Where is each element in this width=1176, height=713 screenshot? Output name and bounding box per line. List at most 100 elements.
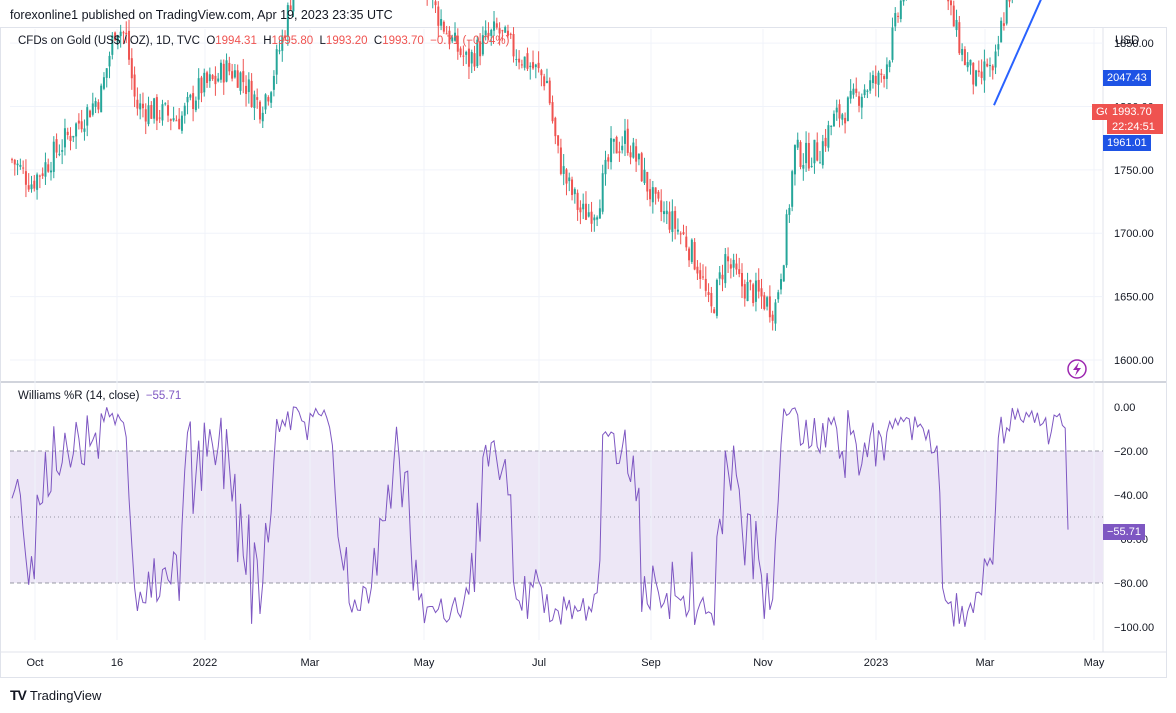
- candle-body: [451, 37, 454, 42]
- candle-body: [484, 30, 487, 36]
- candle-body: [58, 153, 61, 155]
- candle-body: [724, 254, 727, 284]
- last-price-box: [1107, 104, 1163, 134]
- candle-body: [607, 157, 610, 162]
- candle-body: [685, 236, 688, 248]
- candle-body: [526, 53, 529, 69]
- time-tick-label: 2023: [864, 657, 888, 669]
- candle-body: [253, 94, 256, 108]
- candle-body: [771, 314, 774, 321]
- candle-body: [481, 35, 484, 55]
- candle-body: [958, 22, 961, 54]
- publisher-header: forexonline1 published on TradingView.co…: [10, 8, 393, 22]
- candle-body: [863, 89, 866, 96]
- candle-body: [473, 53, 476, 67]
- candle-body: [562, 166, 565, 174]
- candle-body: [267, 97, 270, 102]
- ohlc-low-label: L: [319, 35, 326, 47]
- candle-body: [275, 49, 278, 75]
- candle-body: [245, 85, 248, 94]
- candle-body: [782, 265, 785, 282]
- candle-body: [880, 73, 883, 75]
- time-tick-label: Mar: [301, 657, 320, 669]
- candle-body: [738, 269, 741, 275]
- candle-body: [194, 100, 197, 111]
- candle-body: [582, 203, 585, 210]
- candle-body: [270, 92, 273, 103]
- time-tick-label: Sep: [641, 657, 661, 669]
- williams-tick-label: −40.00: [1114, 490, 1148, 502]
- candle-body: [495, 23, 498, 28]
- candle-body: [258, 101, 261, 120]
- candle-body: [89, 110, 92, 118]
- candle-body: [130, 58, 133, 79]
- ohlc-close-label: C: [373, 35, 383, 47]
- candle-body: [883, 76, 886, 80]
- time-tick-label: May: [1084, 657, 1105, 669]
- candle-body: [635, 146, 638, 162]
- candle-body: [768, 296, 771, 318]
- candle-body: [699, 270, 702, 280]
- williams-value-tag: −55.71: [1103, 524, 1145, 540]
- candle-body: [623, 130, 626, 144]
- lower-line-tag: 1961.01: [1103, 135, 1151, 151]
- candle-body: [217, 78, 220, 82]
- brand-name: TradingView: [29, 687, 102, 703]
- candle-body: [660, 200, 663, 213]
- candle-body: [225, 60, 228, 82]
- candle-body: [512, 34, 515, 57]
- candle-body: [16, 163, 19, 166]
- candle-body: [688, 248, 691, 261]
- candle-body: [598, 208, 601, 219]
- candle-body: [239, 72, 242, 91]
- candle-body: [791, 171, 794, 207]
- candle-body: [72, 135, 75, 138]
- candle-body: [704, 278, 707, 291]
- candle-body: [203, 72, 206, 93]
- candle-body: [520, 64, 523, 66]
- candle-body: [977, 70, 980, 73]
- candle-body: [972, 62, 975, 85]
- candle-body: [38, 175, 41, 177]
- candle-body: [532, 62, 535, 69]
- candle-body: [841, 114, 844, 120]
- candle-body: [877, 72, 880, 85]
- candle-body: [476, 39, 479, 67]
- candle-body: [467, 48, 470, 67]
- candle-body: [178, 118, 181, 130]
- candle-body: [284, 35, 287, 39]
- candle-body: [754, 280, 757, 302]
- candle-body: [983, 61, 986, 81]
- candle-body: [63, 128, 66, 148]
- candle-body: [36, 174, 39, 190]
- tradingview-brand[interactable]: TV TradingView: [10, 687, 101, 703]
- candle-body: [874, 75, 877, 84]
- price-tick-label: 1650.00: [1114, 292, 1154, 304]
- symbol-name[interactable]: CFDs on Gold (US$ / OZ), 1D, TVC: [18, 35, 200, 47]
- candle-body: [835, 107, 838, 113]
- candle-body: [573, 189, 576, 195]
- candle-body: [208, 74, 211, 82]
- candle-body: [180, 115, 183, 131]
- candle-body: [214, 75, 217, 85]
- candle-body: [743, 284, 746, 299]
- candle-body: [440, 19, 443, 26]
- candle-body: [802, 165, 805, 169]
- candle-body: [757, 279, 760, 292]
- williams-label[interactable]: Williams %R (14, close): [18, 390, 140, 402]
- candle-body: [679, 233, 682, 235]
- candle-body: [590, 211, 593, 224]
- candle-body: [69, 135, 72, 141]
- candle-body: [61, 150, 64, 152]
- candle-body: [810, 165, 813, 167]
- candle-body: [735, 263, 738, 270]
- time-tick-label: Jul: [532, 657, 546, 669]
- candle-body: [621, 145, 624, 151]
- candle-body: [637, 153, 640, 160]
- candle-body: [83, 128, 86, 132]
- candle-body: [741, 273, 744, 287]
- candle-body: [897, 15, 900, 17]
- candle-body: [760, 288, 763, 297]
- candle-body: [615, 136, 618, 154]
